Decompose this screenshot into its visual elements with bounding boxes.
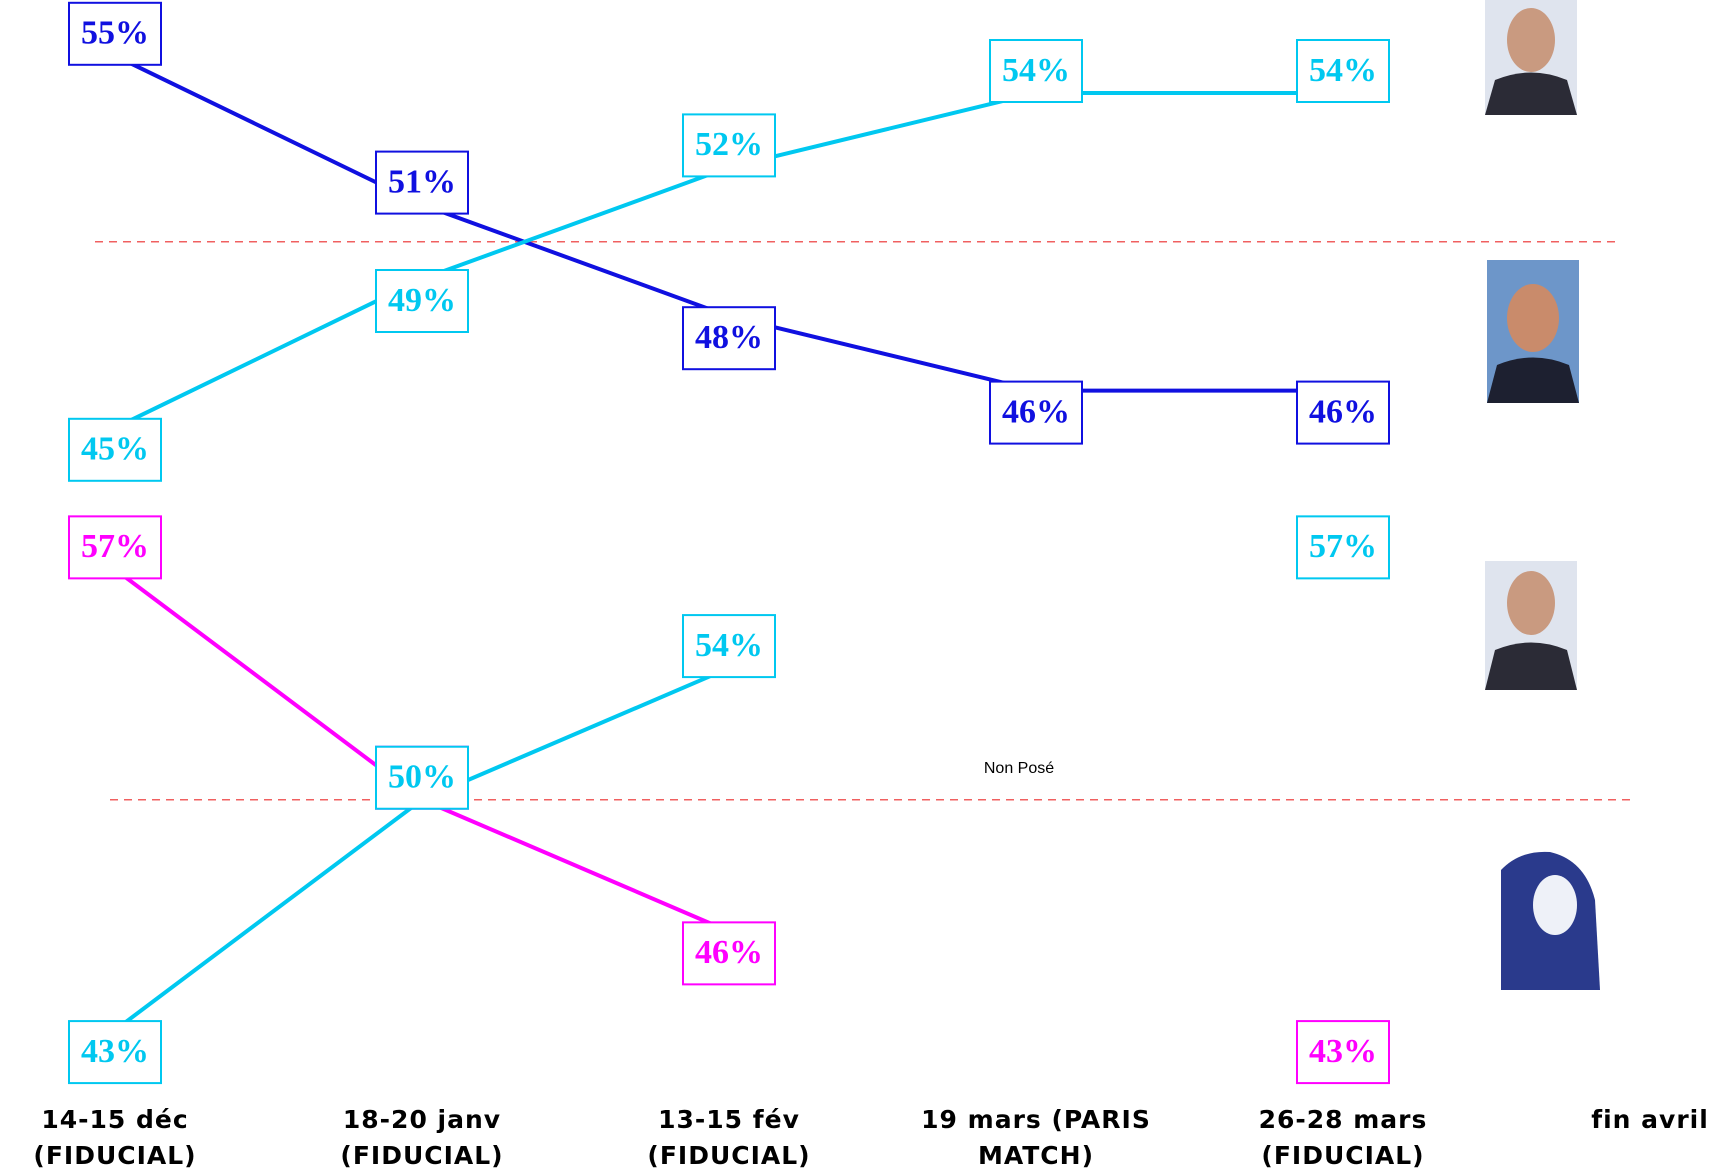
value-label: 51% [375, 150, 469, 215]
label-box [375, 745, 469, 810]
data-label: 52% [695, 126, 763, 163]
label-box [375, 150, 469, 215]
data-label: 46% [1002, 393, 1070, 430]
label-box [68, 515, 162, 580]
label-box [68, 1, 162, 66]
value-label: 46% [989, 380, 1083, 445]
photo [1485, 561, 1577, 690]
data-label: 54% [695, 627, 763, 664]
x-tick-label: 18-20 janv (FIDUCIAL) [340, 1105, 504, 1170]
photos [1485, 0, 1600, 990]
label-box [375, 269, 469, 333]
data-label: 45% [81, 431, 149, 468]
label-box [1296, 515, 1390, 580]
label-box [1296, 380, 1390, 445]
x-tick-label: 19 mars (PARIS MATCH) [921, 1105, 1151, 1170]
data-label: 51% [388, 163, 456, 200]
label-box [68, 1020, 162, 1085]
value-label: 48% [682, 306, 776, 371]
value-label: 43% [68, 1020, 162, 1085]
photo [1501, 851, 1600, 990]
data-label: 48% [695, 319, 763, 356]
label-box [682, 306, 776, 371]
value-label: 57% [68, 515, 162, 580]
data-label: 57% [81, 528, 149, 565]
data-label: 46% [695, 934, 763, 971]
label-box [68, 417, 162, 482]
x-tick-label: 13-15 fév (FIDUCIAL) [647, 1105, 811, 1170]
value-label: 43% [1296, 1020, 1390, 1085]
value-label: 54% [682, 614, 776, 679]
data-label: 54% [1002, 52, 1070, 89]
value-label: 45% [68, 417, 162, 482]
data-label: 50% [388, 759, 456, 796]
photo [1485, 0, 1577, 115]
value-label: 57% [1296, 515, 1390, 580]
photo [1487, 260, 1579, 403]
value-label: 46% [682, 921, 776, 986]
label-box [1296, 39, 1390, 103]
value-label: 55% [68, 1, 162, 66]
data-label: 49% [388, 282, 456, 319]
annotation: Non Posé [984, 760, 1054, 777]
value-label: 50% [375, 745, 469, 810]
label-box [989, 39, 1083, 103]
label-box [682, 614, 776, 679]
data-label: 46% [1309, 393, 1377, 430]
value-label: 54% [1296, 39, 1390, 103]
value-label: 49% [375, 269, 469, 333]
label-box [682, 113, 776, 178]
label-box [682, 921, 776, 986]
label-box [1296, 1020, 1390, 1085]
x-tick-label: 14-15 déc (FIDUCIAL) [33, 1105, 197, 1170]
x-tick-label: fin avril [1591, 1105, 1709, 1134]
data-label: 57% [1309, 528, 1377, 565]
x-tick-label: 26-28 mars (FIDUCIAL) [1258, 1105, 1428, 1170]
data-label: 55% [81, 15, 149, 52]
value-label: 46% [1296, 380, 1390, 445]
value-label: 54% [989, 39, 1083, 103]
data-label: 54% [1309, 52, 1377, 89]
value-label: 52% [682, 113, 776, 178]
data-label: 43% [81, 1033, 149, 1070]
label-box [989, 380, 1083, 445]
data-label: 43% [1309, 1033, 1377, 1070]
